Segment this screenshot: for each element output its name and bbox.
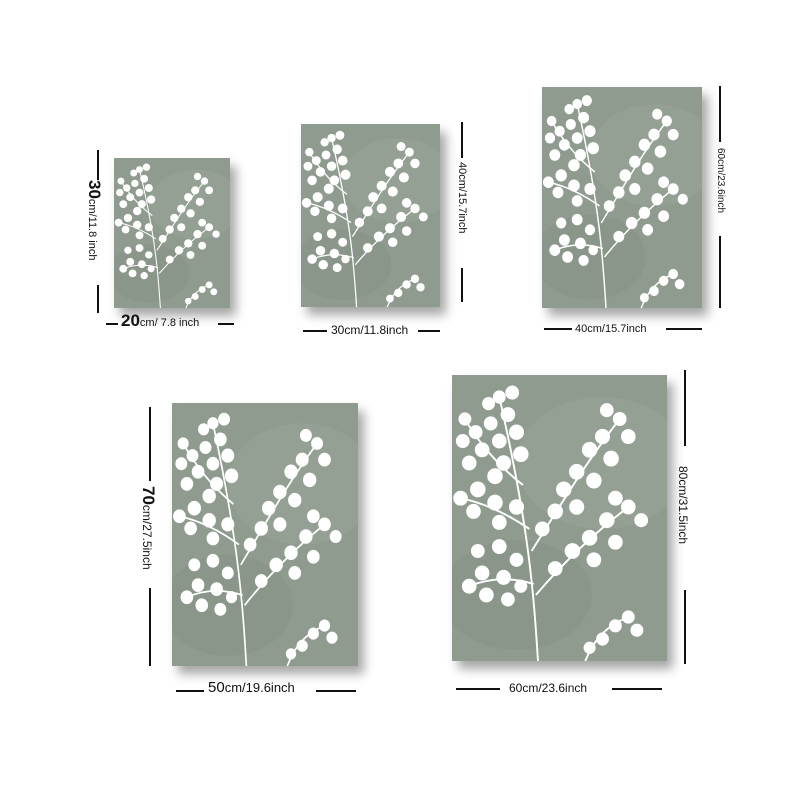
poster-20x30 — [114, 158, 230, 308]
fern-leaf-icon — [452, 375, 667, 661]
width-line-left — [176, 690, 204, 692]
poster-50x70 — [172, 403, 358, 666]
width-line-right — [612, 688, 662, 690]
poster-40x60 — [542, 87, 702, 308]
fern-leaf-icon — [301, 124, 440, 307]
height-label-40x60: 60cm/23.6inch — [715, 148, 726, 214]
width-line-left — [456, 688, 500, 690]
fern-leaf-icon — [172, 403, 358, 666]
fern-leaf-icon — [542, 87, 702, 308]
height-line-top — [149, 407, 151, 481]
height-line-bottom — [97, 285, 99, 313]
height-label-50x70: 70cm/27.5inch — [139, 486, 158, 570]
height-label-30x40: 40cm/15.7inch — [456, 162, 468, 234]
height-line-top — [719, 86, 721, 142]
height-line-top — [461, 122, 463, 158]
width-label-40x60: 40cm/15.7inch — [575, 323, 647, 335]
width-line-left — [106, 323, 118, 325]
height-line-bottom — [719, 236, 721, 308]
fern-leaf-icon — [114, 158, 230, 308]
height-label-60x80: 80cm/31.5inch — [676, 466, 690, 545]
width-line-right — [218, 323, 234, 325]
width-label-20x30: 20cm/ 7.8 inch — [121, 311, 200, 330]
poster-30x40 — [301, 124, 440, 307]
height-line-bottom — [461, 268, 463, 302]
width-label-30x40: 30cm/11.8inch — [331, 323, 409, 337]
poster-60x80 — [452, 375, 667, 661]
width-line-right — [316, 690, 356, 692]
width-label-50x70: 50cm/19.6inch — [208, 679, 295, 696]
height-line-bottom — [149, 588, 151, 666]
width-label-60x80: 60cm/23.6inch — [509, 681, 588, 695]
height-line-bottom — [684, 590, 686, 664]
height-line-top — [684, 370, 686, 446]
width-line-left — [303, 330, 327, 332]
width-line-right — [418, 330, 440, 332]
width-line-right — [666, 328, 702, 330]
width-line-left — [544, 328, 572, 330]
height-line-top — [97, 150, 99, 180]
height-label-20x30: 30cm/11.8 inch — [85, 180, 104, 261]
